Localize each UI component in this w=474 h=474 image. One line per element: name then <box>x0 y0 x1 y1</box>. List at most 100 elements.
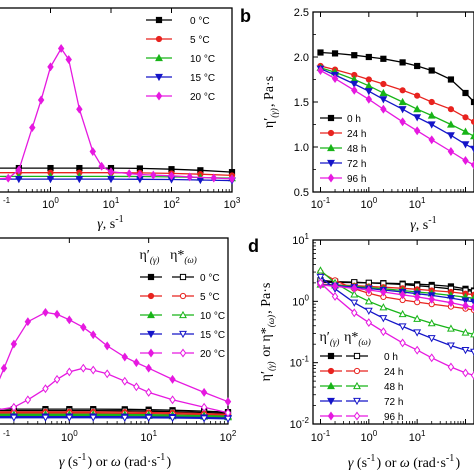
panel-a-xlabel: γ, s-1 <box>97 214 125 232</box>
panel-b-legend-label: 48 h <box>347 144 366 155</box>
panel-c-data-point <box>224 397 232 407</box>
panel-c-data-point <box>200 415 209 423</box>
panel-c-data-point <box>66 367 73 377</box>
panel-d-data-point <box>380 287 387 297</box>
panel-c-data-point <box>53 309 61 319</box>
panel-b-data-point <box>427 121 436 129</box>
panel-d-data-point <box>364 297 373 305</box>
panel-b-legend-marker <box>327 159 335 168</box>
panel-d-data-point <box>413 292 421 302</box>
panel-b-ytick-label: 1.0 <box>294 142 309 154</box>
panel-d-legend-marker <box>353 381 361 390</box>
panel-d-data-point <box>331 292 339 301</box>
panel-d-xtick-label: 10-1 <box>311 429 331 444</box>
panel-c-data-point <box>10 402 18 412</box>
panel-a-series-line <box>0 167 233 173</box>
panel-c-legend-marker <box>179 310 187 319</box>
panel-b-legend-label: 96 h <box>347 174 366 185</box>
panel-a-data-point <box>46 176 55 184</box>
panel-b-data-point <box>398 106 407 114</box>
panel-b-data-point <box>428 98 435 106</box>
panel-d-legend-marker <box>353 352 361 360</box>
panel-c-series-group <box>0 307 232 423</box>
panel-b-data-point <box>317 66 324 75</box>
panel-c-data-point <box>121 376 129 386</box>
panel-a-xtick-label: 102 <box>163 196 180 211</box>
panel-b-data-point <box>413 126 421 136</box>
panel-d-data-point <box>351 283 358 293</box>
panel-c-legend-marker <box>147 273 155 281</box>
panel-c-series-line <box>0 311 229 403</box>
panel-b-data-point <box>461 127 470 135</box>
panel-d-legend-label: 96 h <box>384 412 403 423</box>
panel-c-legend-marker <box>147 330 155 339</box>
panel-b-data-point <box>428 135 435 145</box>
panel-c-legend-marker <box>147 348 155 358</box>
panel-d-data-point <box>316 266 325 274</box>
panel-d-ytick-label: 101 <box>292 232 309 247</box>
panel-c-data-point <box>169 374 176 384</box>
panel-b-legend-marker <box>327 173 335 183</box>
panel-d-legend-header-1: η′(γ) <box>319 330 340 347</box>
panel-d-data-point <box>461 328 470 336</box>
panel-d-data-point <box>316 273 325 282</box>
panel-a-legend-marker <box>155 53 163 62</box>
panel-a-data-point <box>57 44 65 53</box>
panel-c-legend-marker <box>179 292 187 300</box>
panel-c-legend-marker <box>179 273 187 281</box>
panel-c-data-point <box>200 387 208 397</box>
panel-b-data-point <box>413 105 422 113</box>
panel-d-data-point <box>365 318 373 328</box>
panel-d-data-point <box>379 303 388 311</box>
panel-a-data-point <box>37 95 45 105</box>
panel-c-data-point <box>80 322 87 332</box>
panel-c-data-point <box>168 414 177 423</box>
panel-d-legend-marker <box>327 381 335 390</box>
panel-b-data-point <box>462 156 469 165</box>
panel-d-ytick-label: 10-1 <box>290 355 310 370</box>
panel-b-data-point <box>317 49 324 56</box>
panel-a-legend-marker <box>155 73 163 82</box>
panel-d-xlabel: γ (s-1 ) or ω (rad·s-1 ) <box>348 453 461 471</box>
panel-d-data-point <box>351 308 358 318</box>
panel-b-data-point <box>414 92 421 99</box>
panel-a-data-point <box>125 169 133 179</box>
panel-b-data-point <box>470 132 474 140</box>
panel-d-data-point <box>350 290 359 298</box>
panel-b-legend-label: 72 h <box>347 159 366 170</box>
panel-b-ylabel: η′(γ) , Pa·s <box>262 76 279 128</box>
panel-c-data-point <box>103 369 111 379</box>
panel-c-series-line <box>0 413 229 417</box>
panel-d-legend-marker <box>353 397 361 406</box>
panel-a-legend-marker <box>155 91 163 101</box>
panel-d-data-point <box>446 324 455 332</box>
panel-a-data-point <box>186 172 193 182</box>
panel-d-data-point <box>413 329 422 337</box>
panel-c-data-point <box>144 414 153 423</box>
panel-b-data-point <box>365 94 373 104</box>
panel-d-data-point <box>462 368 469 378</box>
panel-a-data-point <box>47 62 54 72</box>
panel-c-data-point <box>53 374 61 384</box>
panel-d-legend-marker <box>353 411 361 421</box>
panel-a-legend-label: 20 °C <box>190 92 215 103</box>
panel-b-data-point <box>461 141 470 149</box>
panel-c-xtick-label: 100 <box>61 429 78 444</box>
panel-c-legend-label: 5 °C <box>200 292 220 303</box>
panel-d-data-point <box>398 309 407 318</box>
panel-a-legend-marker <box>155 35 163 43</box>
panel-d-data-point <box>380 327 387 337</box>
panel-a-data-point <box>4 173 12 183</box>
panel-c-legend-label: 10 °C <box>200 311 225 322</box>
panel-d-xtick-label: 101 <box>409 429 426 444</box>
panel-d-legend-marker <box>327 411 335 421</box>
panel-b-xtick-label: 101 <box>409 196 426 211</box>
panel-a-series-line <box>0 178 233 182</box>
panel-a-data-point <box>65 55 72 64</box>
panel-d-data-point <box>399 290 406 300</box>
panel-c-data-point <box>103 341 111 351</box>
panel-b-data-point <box>462 89 469 97</box>
panel-c-series-line <box>0 414 229 418</box>
panel-b-xtick-label: 100 <box>360 196 377 211</box>
panel-b-data-point <box>413 114 422 122</box>
